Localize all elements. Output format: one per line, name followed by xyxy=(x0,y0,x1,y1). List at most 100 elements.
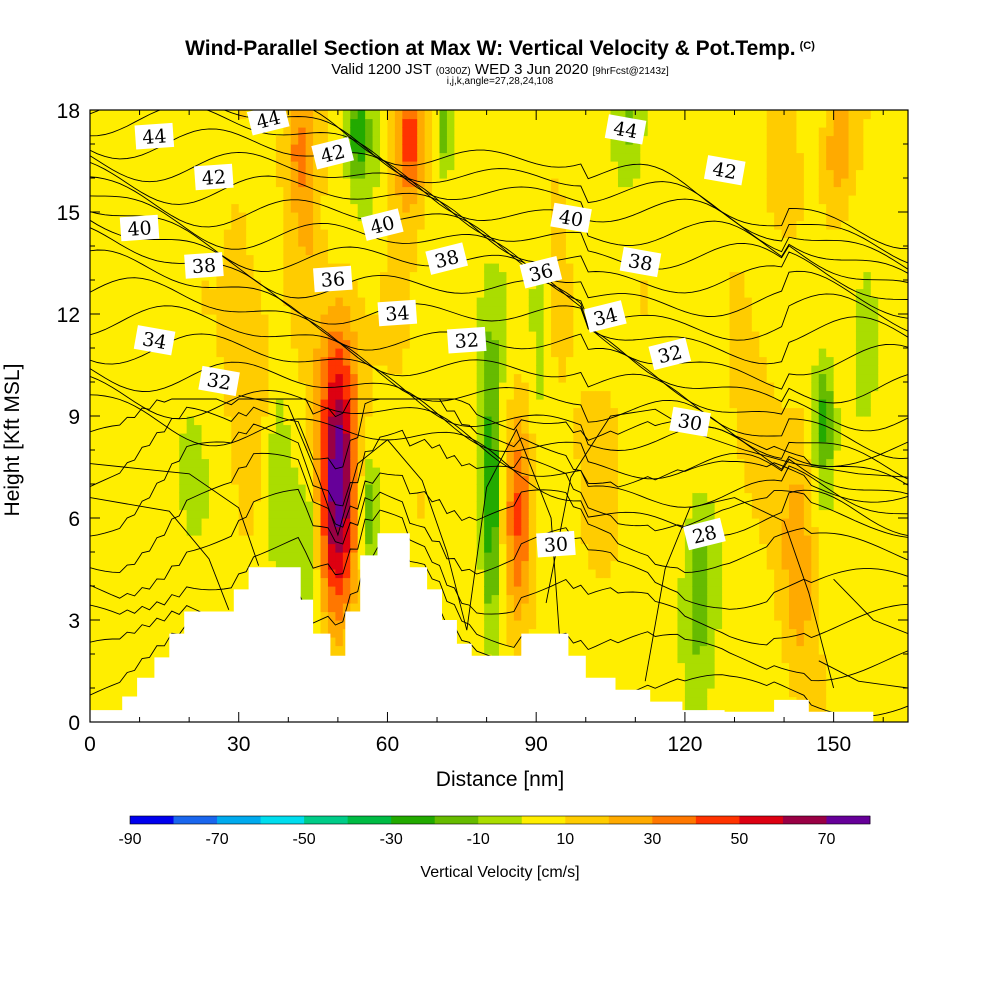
velocity-cell xyxy=(409,365,418,375)
velocity-cell xyxy=(513,543,522,553)
velocity-cell xyxy=(372,161,381,171)
velocity-cell xyxy=(186,135,195,145)
velocity-cell xyxy=(543,203,552,213)
velocity-cell xyxy=(461,118,470,128)
velocity-cell xyxy=(365,518,374,528)
velocity-cell xyxy=(476,135,485,145)
velocity-cell xyxy=(528,441,537,451)
velocity-cell xyxy=(246,169,255,179)
velocity-cell xyxy=(275,280,284,290)
velocity-cell xyxy=(201,203,210,213)
velocity-cell xyxy=(476,203,485,213)
velocity-cell xyxy=(588,373,597,383)
velocity-cell xyxy=(521,203,530,213)
velocity-cell xyxy=(476,399,485,409)
velocity-cell xyxy=(417,161,426,171)
velocity-cell xyxy=(521,467,530,477)
velocity-cell xyxy=(90,254,99,264)
velocity-cell xyxy=(342,195,351,205)
velocity-cell xyxy=(119,577,128,587)
velocity-cell xyxy=(134,246,143,256)
velocity-cell xyxy=(380,501,389,511)
velocity-cell xyxy=(231,407,240,417)
velocity-cell xyxy=(313,288,322,298)
velocity-cell xyxy=(432,518,441,528)
velocity-cell xyxy=(305,305,314,315)
velocity-cell xyxy=(424,305,433,315)
velocity-cell xyxy=(551,603,560,613)
velocity-cell xyxy=(469,390,478,400)
velocity-cell xyxy=(194,237,203,247)
velocity-cell xyxy=(171,543,180,553)
velocity-cell xyxy=(454,569,463,579)
velocity-cell xyxy=(216,509,225,519)
velocity-cell xyxy=(603,586,612,596)
velocity-cell xyxy=(290,322,299,332)
velocity-cell xyxy=(558,382,567,392)
velocity-cell xyxy=(402,407,411,417)
velocity-cell xyxy=(223,331,232,341)
velocity-cell xyxy=(565,628,574,638)
velocity-cell xyxy=(194,203,203,213)
velocity-cell xyxy=(327,246,336,256)
velocity-cell xyxy=(588,611,597,621)
velocity-cell xyxy=(402,203,411,213)
velocity-cell xyxy=(580,399,589,409)
velocity-cell xyxy=(595,365,604,375)
velocity-cell xyxy=(506,475,515,485)
velocity-cell xyxy=(142,356,151,366)
velocity-cell xyxy=(179,509,188,519)
velocity-cell xyxy=(491,373,500,383)
velocity-cell xyxy=(179,118,188,128)
velocity-cell xyxy=(201,526,210,536)
velocity-cell xyxy=(342,518,351,528)
velocity-cell xyxy=(454,110,463,120)
velocity-cell xyxy=(603,637,612,647)
velocity-cell xyxy=(446,382,455,392)
velocity-cell xyxy=(551,586,560,596)
velocity-cell xyxy=(268,475,277,485)
velocity-cell xyxy=(164,288,173,298)
velocity-cell xyxy=(149,645,158,655)
velocity-cell xyxy=(565,237,574,247)
velocity-cell xyxy=(327,450,336,460)
velocity-cell xyxy=(164,407,173,417)
velocity-cell xyxy=(372,484,381,494)
velocity-cell xyxy=(335,356,344,366)
velocity-cell xyxy=(223,297,232,307)
velocity-cell xyxy=(119,526,128,536)
velocity-cell xyxy=(446,611,455,621)
velocity-cell xyxy=(149,526,158,536)
velocity-cell xyxy=(149,424,158,434)
velocity-cell xyxy=(275,382,284,392)
velocity-cell xyxy=(417,518,426,528)
velocity-cell xyxy=(387,382,396,392)
velocity-cell xyxy=(313,577,322,587)
velocity-cell xyxy=(320,348,329,358)
velocity-cell xyxy=(402,450,411,460)
velocity-cell xyxy=(208,518,218,528)
velocity-cell xyxy=(171,263,180,273)
velocity-cell xyxy=(558,603,567,613)
velocity-cell xyxy=(506,305,515,315)
velocity-cell xyxy=(365,127,374,137)
velocity-cell xyxy=(201,603,210,613)
velocity-cell xyxy=(246,492,255,502)
velocity-cell xyxy=(134,526,143,536)
velocity-cell xyxy=(424,543,433,553)
velocity-cell xyxy=(536,212,545,222)
velocity-cell xyxy=(313,373,322,383)
velocity-cell xyxy=(580,144,589,154)
velocity-cell xyxy=(380,135,389,145)
velocity-cell xyxy=(469,271,478,281)
velocity-cell xyxy=(201,135,210,145)
velocity-cell xyxy=(491,552,500,562)
velocity-cell xyxy=(476,501,485,511)
velocity-cell xyxy=(90,348,99,358)
velocity-cell xyxy=(223,569,232,579)
velocity-cell xyxy=(335,169,344,179)
velocity-cell xyxy=(432,560,441,570)
velocity-cell xyxy=(402,441,411,451)
velocity-cell xyxy=(253,178,262,188)
velocity-cell xyxy=(134,390,143,400)
